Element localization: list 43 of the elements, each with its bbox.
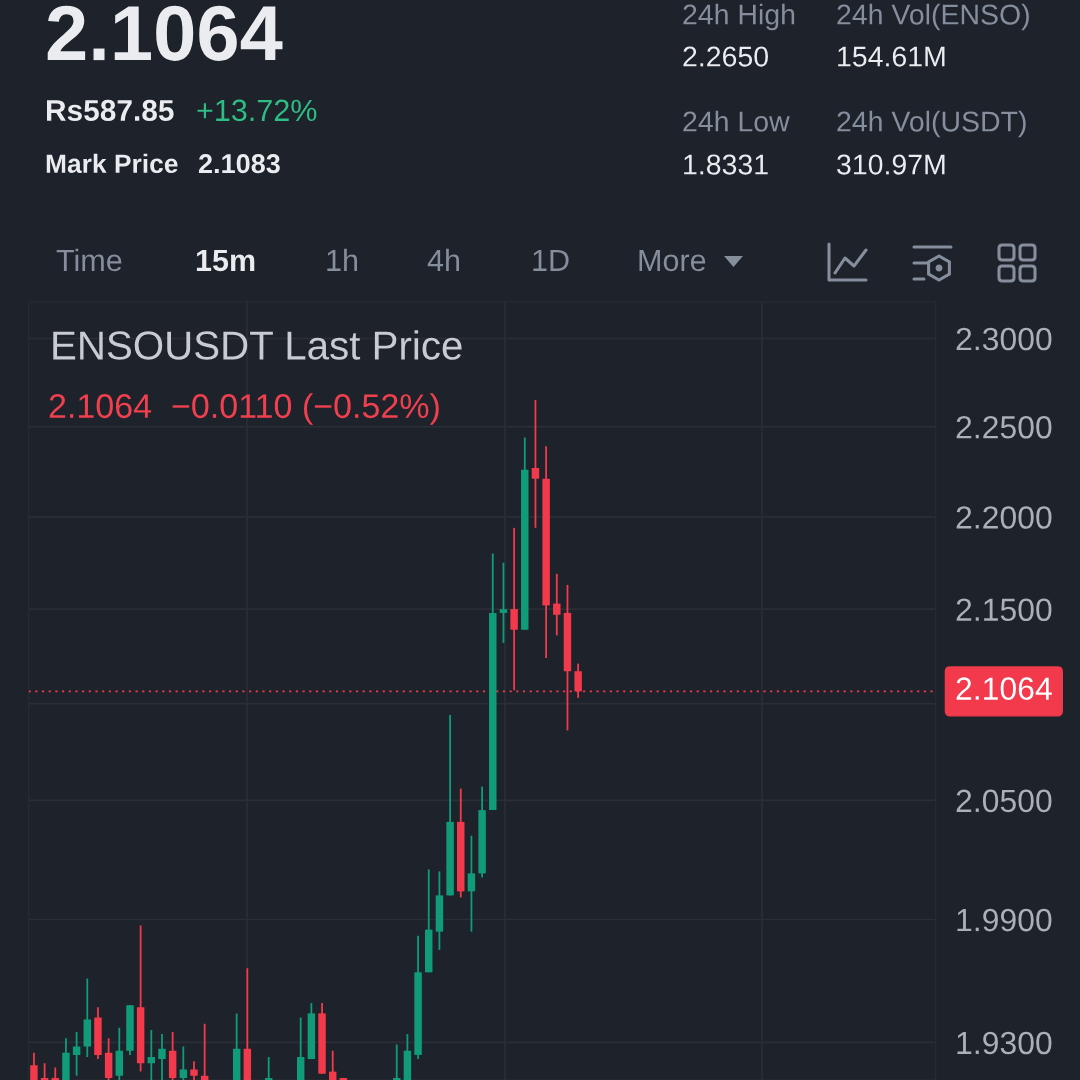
text: 1.8331	[684, 154, 768, 175]
candlestick	[499, 561, 508, 644]
text: 1h	[327, 248, 357, 271]
text: 154.61M	[838, 46, 945, 67]
candlestick	[200, 1022, 209, 1080]
candlestick	[72, 1031, 81, 1077]
text: Mark Price	[46, 153, 178, 174]
y-tick-label: 2.3000	[956, 327, 1052, 351]
text: 1D	[533, 249, 569, 271]
y-tick-label: 1.9900	[957, 908, 1052, 932]
candlestick	[51, 1066, 60, 1080]
text: 2.2650	[683, 46, 768, 67]
candlestick	[30, 1051, 38, 1080]
text: +13.72%	[197, 99, 317, 122]
candlestick	[296, 1016, 305, 1080]
text: 24h Vol(USDT)	[837, 110, 1026, 138]
text: 24h Low	[683, 110, 790, 132]
text: 24h Vol(ENSO)	[837, 3, 1029, 31]
candlestick	[264, 1056, 273, 1080]
candlestick	[393, 1043, 401, 1080]
text: 2.1083	[198, 154, 280, 174]
candlestick	[531, 399, 540, 529]
text: Time	[56, 248, 122, 272]
candlestick	[510, 526, 518, 692]
candlestick	[467, 834, 476, 933]
text: ENSOUSDT Last Price	[53, 330, 462, 360]
y-tick-label: 2.2000	[956, 506, 1052, 529]
text: Rs587.85	[47, 99, 174, 122]
text: 2.1064	[47, 5, 283, 61]
y-tick-label: 2.0500	[956, 789, 1052, 813]
text: 4h	[427, 248, 459, 271]
candlestick	[553, 572, 561, 637]
candlestick	[158, 1033, 166, 1080]
ref-line-label: 2.1064	[956, 677, 1052, 700]
y-tick-label: 2.1500	[956, 598, 1052, 622]
text: 15m	[196, 249, 255, 272]
text: 310.97M	[837, 154, 945, 175]
text: 24h High	[683, 3, 795, 31]
candlestick	[190, 1060, 198, 1080]
text: More	[639, 249, 706, 272]
y-tick-label: 1.9300	[957, 1031, 1052, 1055]
y-tick-label: 2.2500	[956, 415, 1052, 439]
text: 2.1064 −0.0110 (−0.52%)	[49, 393, 439, 425]
